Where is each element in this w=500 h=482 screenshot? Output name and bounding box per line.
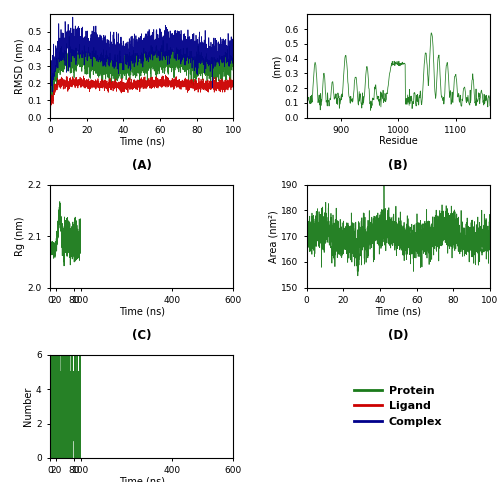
Text: (D): (D) — [388, 329, 408, 342]
X-axis label: Time (ns): Time (ns) — [118, 477, 164, 482]
Y-axis label: (nm): (nm) — [271, 54, 281, 78]
Y-axis label: Area (nm²): Area (nm²) — [268, 210, 278, 263]
Text: (C): (C) — [132, 329, 152, 342]
Y-axis label: Rg (nm): Rg (nm) — [14, 216, 24, 256]
Text: (B): (B) — [388, 159, 408, 172]
Y-axis label: Number: Number — [23, 387, 33, 426]
Text: (A): (A) — [132, 159, 152, 172]
Y-axis label: RMSD (nm): RMSD (nm) — [14, 38, 24, 94]
X-axis label: Time (ns): Time (ns) — [118, 307, 164, 317]
Legend: Protein, Ligand, Complex: Protein, Ligand, Complex — [350, 381, 447, 431]
X-axis label: Residue: Residue — [379, 136, 418, 147]
X-axis label: Time (ns): Time (ns) — [118, 136, 164, 147]
X-axis label: Time (ns): Time (ns) — [376, 307, 422, 317]
